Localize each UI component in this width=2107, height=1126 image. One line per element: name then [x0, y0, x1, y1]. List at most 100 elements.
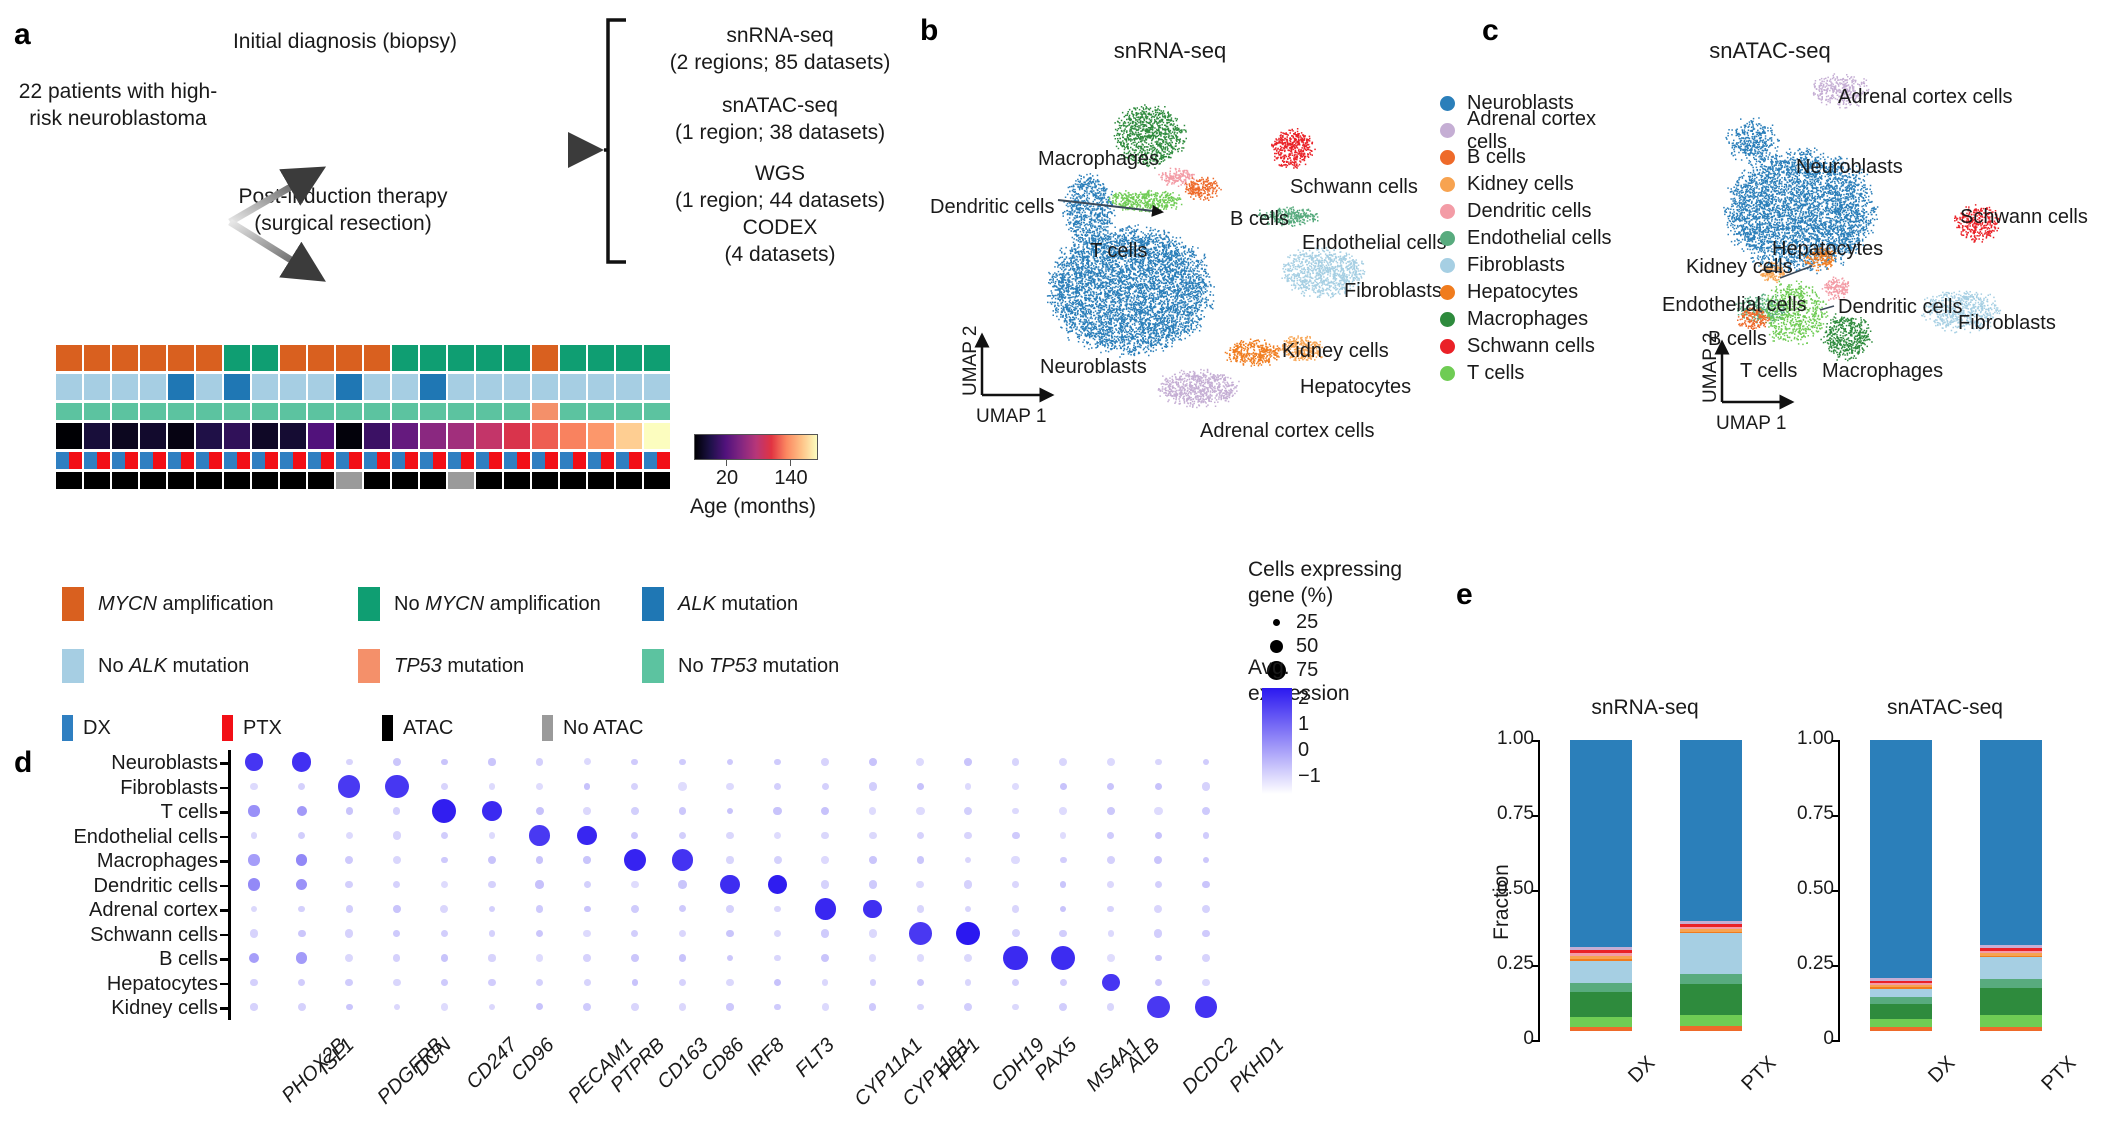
legend-item-adrenal-cortex-cells[interactable]: Adrenal cortex cells: [1440, 108, 1630, 153]
dotplot-row-label: Adrenal cortex: [89, 899, 218, 921]
legend-item-endothelial-cells[interactable]: Endothelial cells: [1440, 225, 1630, 252]
size-legend-item: 75: [1262, 658, 1318, 682]
size-legend-dot: [1269, 639, 1283, 653]
oncoprint-cell: [196, 403, 222, 420]
legend-swatch: [62, 587, 84, 621]
dotplot-dot: [245, 753, 263, 771]
legend-item-fibroblasts[interactable]: Fibroblasts: [1440, 252, 1630, 279]
dotplot-dot: [1059, 757, 1068, 767]
dotplot-dot: [869, 979, 877, 986]
legend-item-mycn-amplification: MYCN amplification: [62, 587, 274, 621]
branch-initial-diagnosis: Initial diagnosis (biopsy): [232, 30, 458, 53]
oncoprint-cell: [224, 374, 250, 400]
legend-item-macrophages[interactable]: Macrophages: [1440, 306, 1630, 333]
dotplot-dot: [1107, 832, 1115, 839]
dotplot-dot: [869, 954, 877, 962]
legend-label: No TP53 mutation: [678, 654, 840, 677]
bar-segment: [1680, 1025, 1742, 1031]
panel-e-letter: e: [1456, 578, 1473, 611]
umap-annotation-t-cells: T cells: [1090, 240, 1148, 262]
legend-item-b-cells[interactable]: B cells: [1440, 144, 1630, 171]
dotplot-dot: [248, 854, 260, 866]
panel-d-letter: d: [14, 746, 33, 779]
bar-segment: [1570, 740, 1632, 947]
dx-block: [392, 452, 405, 469]
dotplot-dot: [1202, 832, 1210, 839]
dotplot-dot: [964, 856, 972, 864]
oncoprint-cell: [448, 423, 474, 449]
dotplot-dot: [773, 806, 782, 816]
dotplot-y-tick: [220, 982, 229, 985]
dotplot-dot: [488, 954, 496, 962]
oncoprint-cell: [56, 452, 82, 469]
dotplot-row-label: Dendritic cells: [93, 874, 218, 897]
dotplot-dot: [488, 880, 496, 889]
oncoprint-cell: [168, 452, 194, 469]
legend-item-t-cells[interactable]: T cells: [1440, 360, 1630, 387]
dotplot-dot: [1154, 782, 1162, 791]
legend-swatch: [358, 587, 380, 621]
ptx-block: [461, 452, 474, 469]
dotplot-dot: [583, 807, 591, 815]
dotplot-y-tick: [220, 884, 229, 887]
dotplot-dot: [1059, 832, 1067, 839]
ptx-block: [489, 452, 502, 469]
bar-segment: [1680, 933, 1742, 974]
oncoprint-cell: [84, 403, 110, 420]
oncoprint-cell: [532, 374, 558, 400]
assay-detail: (1 region; 38 datasets): [674, 121, 886, 145]
ptx-block: [125, 452, 138, 469]
dotplot-dot: [720, 874, 740, 895]
dotplot-dot: [583, 954, 591, 962]
oncoprint-cell: [448, 452, 474, 469]
bar-segment: [1870, 1027, 1932, 1031]
dotplot-dot: [869, 807, 877, 815]
bar-segment: [1870, 1018, 1932, 1028]
oncoprint-cell: [588, 472, 614, 489]
legend-dot-icon: [1440, 123, 1455, 138]
legend-item-schwann-cells[interactable]: Schwann cells: [1440, 333, 1630, 360]
dotplot-dot: [393, 807, 401, 815]
dotplot-dot: [774, 954, 781, 962]
legend-label: No ALK mutation: [98, 654, 250, 677]
legend-item-kidney-cells[interactable]: Kidney cells: [1440, 171, 1630, 198]
dotplot-dot: [535, 880, 544, 889]
oncoprint-cell: [644, 472, 670, 489]
oncoprint-cell: [280, 452, 306, 469]
umap-annotation-hepatocytes: Hepatocytes: [1300, 376, 1412, 398]
legend-label: B cells: [1467, 146, 1526, 168]
oncoprint-cell: [196, 452, 222, 469]
oncoprint-cell: [644, 345, 670, 371]
stacked-bar-dx: [1570, 740, 1632, 1040]
bar-segment: [1570, 1016, 1632, 1028]
dotplot-dot: [863, 899, 883, 919]
legend-item-dendritic-cells[interactable]: Dendritic cells: [1440, 198, 1630, 225]
assay-detail: (1 region; 44 datasets): [674, 189, 886, 213]
panel-e-subtitle: snRNA-seq: [1591, 696, 1699, 719]
legend-item-neuroblasts[interactable]: Neuroblasts: [1440, 90, 1630, 117]
legend-dot-icon: [1440, 231, 1455, 246]
dotplot-dot: [250, 905, 258, 913]
dotplot-dot: [963, 953, 972, 962]
oncoprint-cell: [476, 452, 502, 469]
size-legend-dot: [1272, 618, 1280, 626]
panel-b-snrna-umap: b snRNA-seq UMAP 1 UMAP 2 Macrophages Den…: [920, 0, 1630, 540]
oncoprint-cell: [420, 423, 446, 449]
dotplot-dot: [248, 952, 260, 964]
oncoprint-cell: [420, 345, 446, 371]
agebar-tick-label-low: 20: [715, 467, 739, 489]
dotplot-dot: [964, 1003, 972, 1011]
legend-item-no-alk-mutation: No ALK mutation: [62, 649, 249, 683]
dotplot-gene-label: CD96: [506, 1033, 559, 1086]
oncoprint-cell: [140, 403, 166, 420]
dotplot-dot: [964, 783, 972, 790]
umap-annotation-b-cells: B cells: [1708, 328, 1767, 350]
legend-item-hepatocytes[interactable]: Hepatocytes: [1440, 279, 1630, 306]
legend-label: No MYCN amplification: [394, 592, 601, 615]
legend-label: TP53 mutation: [394, 654, 525, 677]
dotplot-dot: [1154, 880, 1163, 889]
oncoprint-cell: [504, 472, 530, 489]
panel-e-ytick-mark: [1832, 965, 1840, 967]
bar-segment: [1980, 944, 2042, 948]
dotplot-dot: [1107, 930, 1115, 937]
